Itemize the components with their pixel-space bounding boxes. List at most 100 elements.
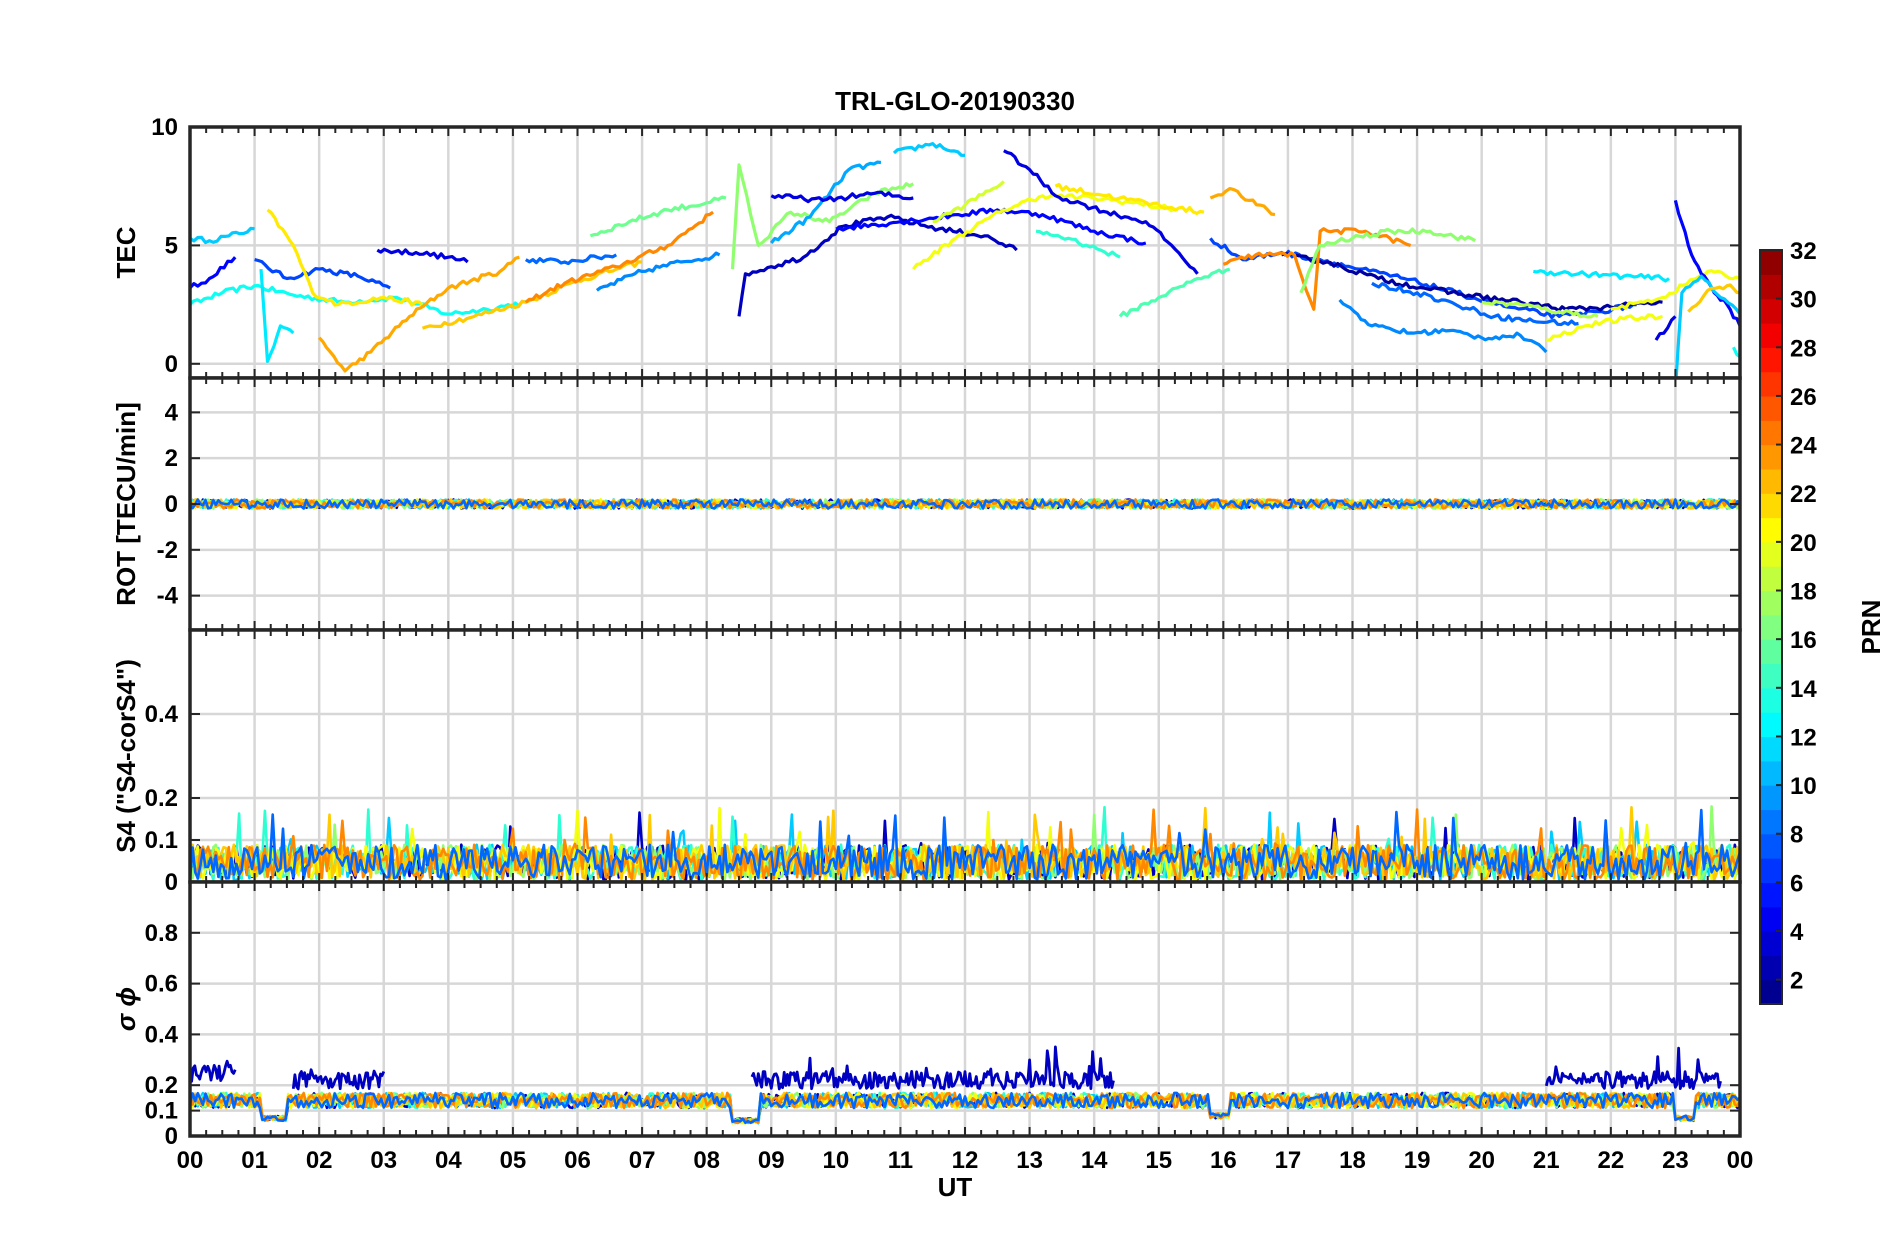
colorbar-tick-label: 24: [1790, 433, 1817, 460]
sigma-elevated-prn-3: [1544, 1046, 1722, 1090]
x-tick-label: 21: [1533, 1147, 1560, 1174]
colorbar-segment: [1760, 809, 1782, 835]
colorbar-segment: [1760, 712, 1782, 738]
tec-series-prn-4: [376, 247, 469, 264]
x-tick-label: 19: [1404, 1147, 1431, 1174]
y-tick-label: 4: [165, 399, 179, 426]
y-tick-label: 0.1: [145, 1098, 178, 1125]
y-tick-label: 2: [165, 445, 178, 472]
colorbar-segment: [1760, 736, 1782, 762]
tec-series-prn-18: [1481, 299, 1599, 319]
colorbar-segment: [1760, 468, 1782, 494]
colorbar-tick-label: 22: [1790, 481, 1817, 508]
colorbar-segment: [1760, 517, 1782, 543]
x-tick-label: 07: [629, 1147, 656, 1174]
colorbar-tick-label: 30: [1790, 287, 1817, 314]
colorbar-tick-label: 6: [1790, 870, 1803, 897]
x-tick-label: 02: [306, 1147, 333, 1174]
y-tick-label: 0.4: [145, 701, 179, 728]
tec-series-prn-24: [524, 210, 714, 304]
colorbar-tick-label: 16: [1790, 627, 1817, 654]
colorbar-tick-label: 32: [1790, 238, 1817, 265]
colorbar-segment: [1760, 906, 1782, 932]
x-tick-label: 17: [1275, 1147, 1302, 1174]
data-layer: [190, 142, 1740, 378]
y-tick-label: 0.8: [145, 920, 178, 947]
y-axis-label-sigma_phi: σ ϕ: [111, 987, 141, 1031]
data-layer: [190, 1045, 1740, 1125]
sigma-elevated-prn-3: [750, 1045, 1115, 1091]
y-tick-label: 0: [165, 351, 178, 378]
x-tick-label: 03: [370, 1147, 397, 1174]
colorbar-tick-label: 18: [1790, 579, 1817, 606]
y-axis-label-text: σ ϕ: [111, 987, 141, 1031]
x-tick-label: 22: [1597, 1147, 1624, 1174]
colorbar-tick-label: 20: [1790, 530, 1817, 557]
tec-series-prn-8: [1371, 281, 1579, 327]
tec-series-prn-11: [1674, 274, 1740, 378]
colorbar-segment: [1760, 541, 1782, 567]
data-layer: [190, 498, 1740, 510]
y-axis-label-tec: TEC: [111, 226, 141, 278]
colorbar-segment: [1760, 444, 1782, 470]
y-tick-label: 0.4: [145, 1021, 179, 1048]
colorbar-segment: [1760, 663, 1782, 689]
tec-series-prn-20: [1546, 313, 1664, 342]
panel-tec: 0 5 10 TEC: [111, 114, 1742, 380]
tec-series-prn-17: [730, 163, 915, 270]
colorbar-tick-label: 4: [1790, 919, 1804, 946]
y-axis-label-rot: ROT [TECU/min]: [111, 402, 141, 606]
x-tick-label: 20: [1468, 1147, 1495, 1174]
y-tick-label: 0: [165, 491, 178, 518]
colorbar-segment: [1760, 347, 1782, 373]
x-tick-label: 12: [952, 1147, 979, 1174]
x-tick-label: 00: [177, 1147, 204, 1174]
tec-series-prn-21: [1054, 182, 1205, 215]
s4-series-prn-8: [190, 808, 1740, 882]
y-tick-label: 0.1: [145, 827, 178, 854]
x-tick-label: 16: [1210, 1147, 1237, 1174]
colorbar-tick-label: 10: [1790, 773, 1817, 800]
x-tick-label: 06: [564, 1147, 591, 1174]
colorbar-segment: [1760, 687, 1782, 713]
y-tick-label: 5: [165, 232, 178, 259]
colorbar-segment: [1760, 590, 1782, 616]
colorbar-segment: [1760, 955, 1782, 981]
colorbar-segment: [1760, 493, 1782, 519]
tec-series-prn-20: [1610, 269, 1740, 311]
y-axis-label-text: TEC: [111, 226, 141, 278]
tec-series-prn-22: [1687, 283, 1740, 313]
y-tick-label: 10: [151, 114, 178, 141]
sigma_phi-series-prn-8: [190, 1091, 1740, 1125]
tec-series-prn-21: [266, 208, 424, 307]
tec-series-prn-10: [770, 160, 882, 244]
x-tick-label: 13: [1016, 1147, 1043, 1174]
colorbar-segment: [1760, 614, 1782, 640]
colorbar-tick-label: 26: [1790, 384, 1817, 411]
x-axis: 00 01 02 03 04 05 06 07 08 09 10 11 12 13 14 15 16 17 18 19…: [177, 1147, 1754, 1174]
tec-series-prn-14: [1035, 229, 1121, 259]
colorbar-segment: [1760, 395, 1782, 421]
tec-series-prn-11: [892, 142, 966, 157]
panel-s4: 0 0.1 0.2 0.4S4 ("S4-corS4"): [111, 628, 1742, 896]
sigma-elevated-prn-3: [291, 1068, 386, 1091]
tec-series-prn-2: [1281, 252, 1663, 313]
colorbar-tick-label: 12: [1790, 724, 1817, 751]
tec-series-prn-19: [932, 180, 1005, 224]
rot-series-prn-8: [190, 498, 1740, 510]
colorbar-segment: [1760, 371, 1782, 397]
x-axis-label: UT: [938, 1172, 973, 1202]
tec-series-prn-7: [254, 258, 391, 290]
sigma_phi-series-prn-11: [190, 1091, 1740, 1125]
y-axis-label-text: S4 ("S4-corS4"): [111, 659, 141, 853]
x-tick-label: 05: [500, 1147, 527, 1174]
panel-rot: -4 -2 0 2 4 ROT [TECU/min]: [111, 376, 1742, 632]
tec-series-prn-5: [190, 256, 237, 290]
x-tick-label: 11: [888, 1147, 913, 1174]
colorbar-segment: [1760, 250, 1782, 275]
colorbar-segment: [1760, 322, 1782, 348]
tec-series-prn-5: [835, 207, 1147, 246]
